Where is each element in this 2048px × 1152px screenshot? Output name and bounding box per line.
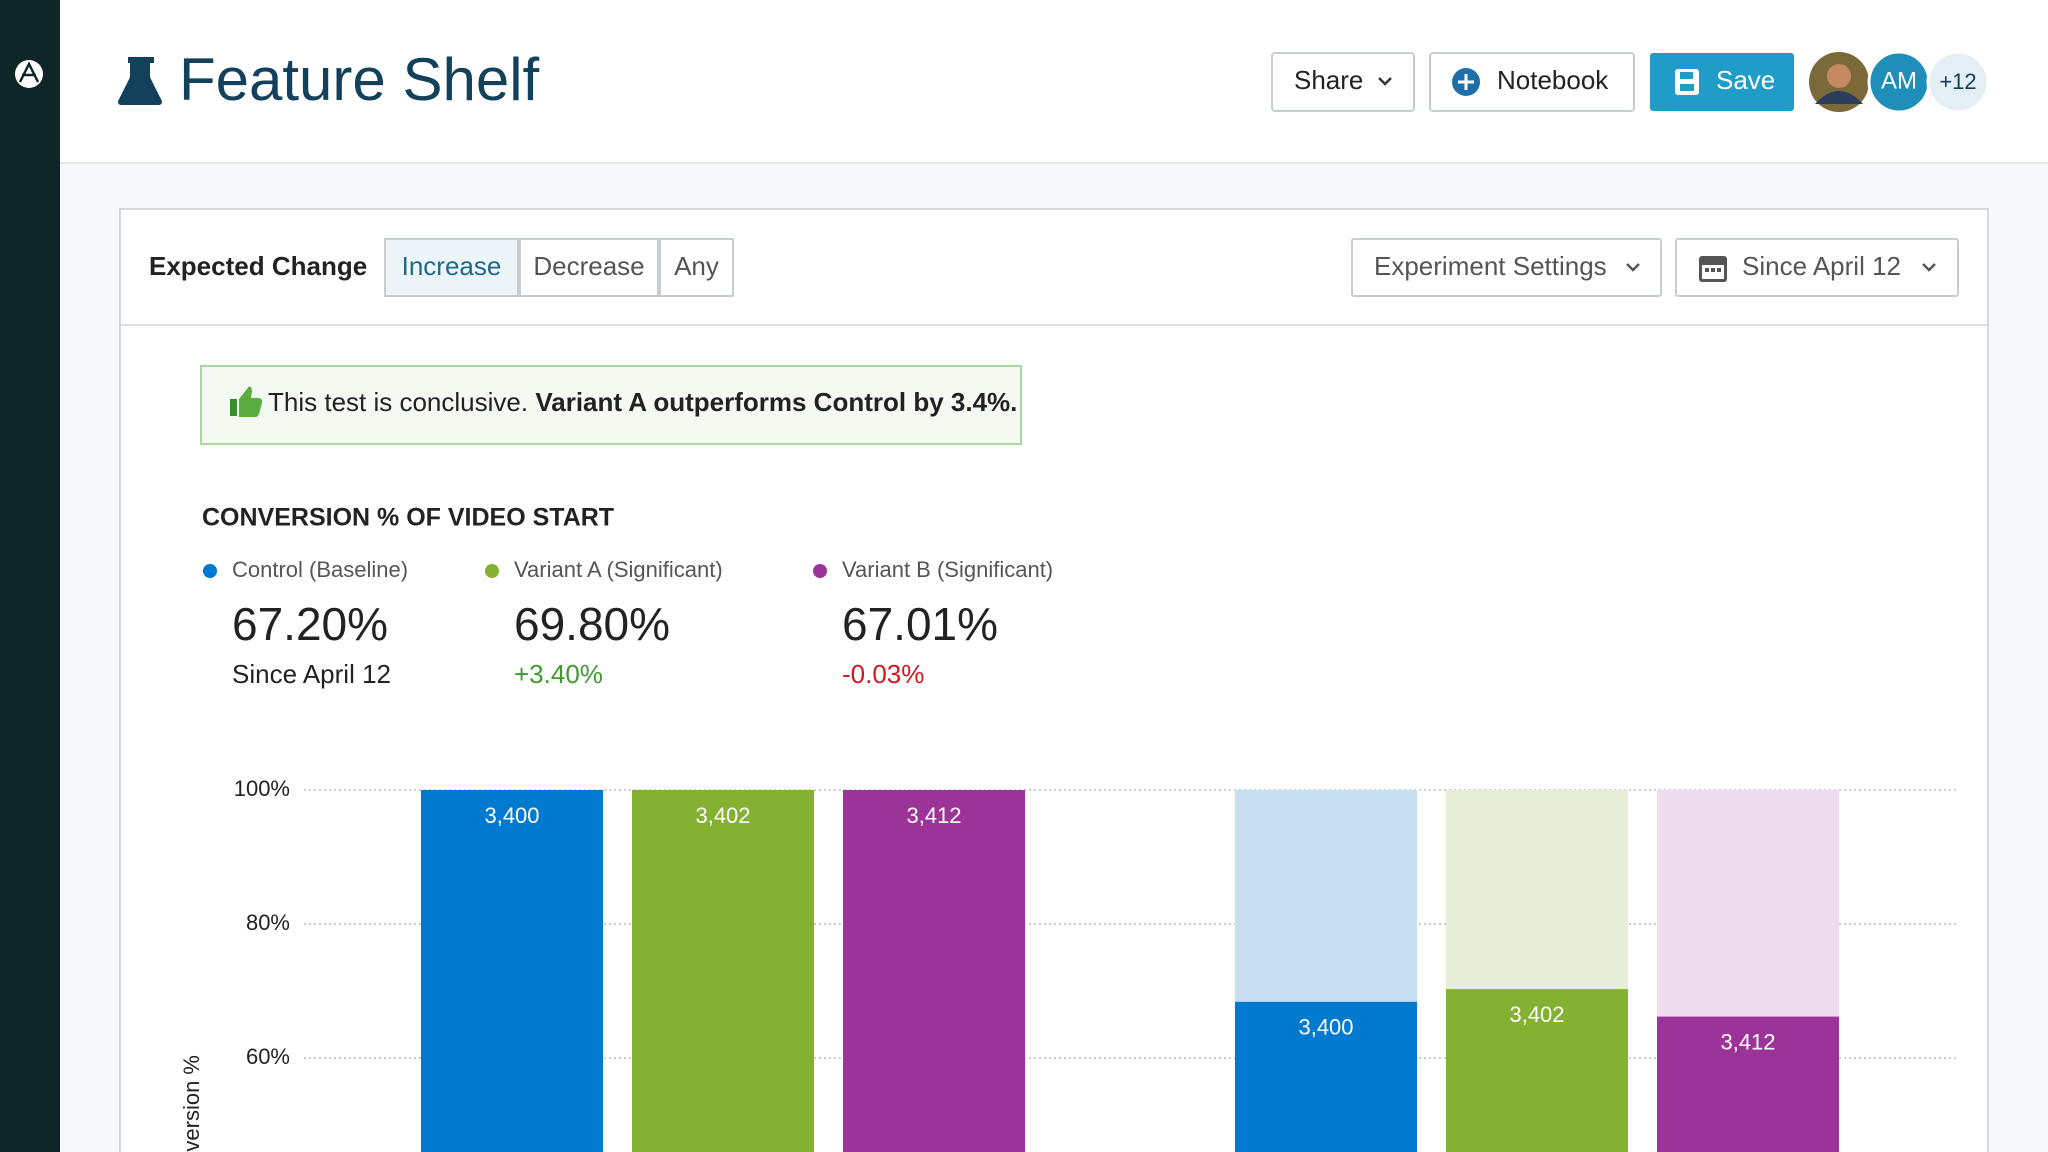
summary-subtext: Since April 12 xyxy=(232,659,391,689)
summary-subtext: +3.40% xyxy=(514,659,603,689)
bar-count-label: 3,402 xyxy=(1509,1002,1564,1027)
option-box xyxy=(519,238,659,297)
banner-message: This test is conclusive. xyxy=(268,387,528,417)
more-members[interactable]: +12 xyxy=(1926,50,1990,114)
legend-dot xyxy=(485,564,499,578)
save-button[interactable]: Save xyxy=(1650,53,1794,111)
banner xyxy=(200,365,1022,445)
avatar-photo[interactable] xyxy=(1809,52,1869,112)
summary-value: 69.80% xyxy=(514,598,670,650)
legend-dot xyxy=(203,564,217,578)
date-dropdown[interactable]: Since April 12 xyxy=(1675,238,1959,297)
button-label: Notebook xyxy=(1497,65,1609,95)
toolbar-label: Expected Change xyxy=(149,251,367,281)
option-label: Increase xyxy=(402,251,502,281)
bar xyxy=(632,790,814,1152)
more-text: +12 xyxy=(1939,69,1976,94)
bar xyxy=(1657,1016,1839,1152)
banner-emphasis: Variant A outperforms Control by 3.4%. xyxy=(535,387,1017,417)
button-label: Share xyxy=(1294,65,1363,95)
option-box xyxy=(384,238,519,297)
bar xyxy=(843,790,1025,1152)
segmented-control: Increase Decrease Any xyxy=(384,238,734,297)
button-label: Save xyxy=(1716,65,1775,95)
summary-value: 67.20% xyxy=(232,598,388,650)
y-tick-label: 100% xyxy=(234,776,290,801)
dropdown-label: Since April 12 xyxy=(1742,251,1901,281)
y-axis-label: Conversion % xyxy=(179,1055,204,1152)
y-tick-label: 60% xyxy=(246,1044,290,1069)
notebook-button[interactable]: Notebook xyxy=(1429,52,1635,112)
share-button[interactable]: Share xyxy=(1271,52,1415,112)
avatar-initials[interactable]: AM xyxy=(1867,50,1931,114)
legend-label: Variant A (Significant) xyxy=(514,557,723,582)
summary-subtext: -0.03% xyxy=(842,659,924,689)
thumbs-up-icon xyxy=(230,386,263,417)
page-title: Feature Shelf xyxy=(179,46,540,113)
sidebar xyxy=(0,0,60,1152)
legend-label: Control (Baseline) xyxy=(232,557,408,582)
bar xyxy=(1446,989,1628,1152)
logo[interactable] xyxy=(15,60,43,88)
option[interactable]: Decrease xyxy=(519,238,659,297)
option[interactable]: Any xyxy=(659,238,734,297)
settings-dropdown[interactable]: Experiment Settings xyxy=(1351,238,1662,297)
avatar-text: AM xyxy=(1881,67,1917,94)
banner-text: This test is conclusive. Variant A outpe… xyxy=(268,387,1017,417)
option-box xyxy=(659,238,734,297)
legend-dot xyxy=(813,564,827,578)
bar xyxy=(421,790,603,1152)
chart-title: CONVERSION % OF VIDEO START xyxy=(202,504,614,532)
flask-icon xyxy=(118,57,162,105)
option-label: Any xyxy=(674,251,719,281)
legend-label: Variant B (Significant) xyxy=(842,557,1053,582)
y-tick-label: 80% xyxy=(246,910,290,935)
dropdown-label: Experiment Settings xyxy=(1374,251,1607,281)
bar-count-label: 3,400 xyxy=(484,803,539,828)
bar-count-label: 3,412 xyxy=(906,803,961,828)
bar xyxy=(1235,1001,1417,1152)
chart: Control (Baseline) 67.20% Since April 12 Va… xyxy=(179,557,1959,1152)
bar-count-label: 3,400 xyxy=(1298,1015,1353,1040)
option[interactable]: Increase xyxy=(384,238,519,297)
bar-count-label: 3,402 xyxy=(695,803,750,828)
option-label: Decrease xyxy=(533,251,644,281)
bar-count-label: 3,412 xyxy=(1720,1029,1775,1054)
summary-value: 67.01% xyxy=(842,598,998,650)
